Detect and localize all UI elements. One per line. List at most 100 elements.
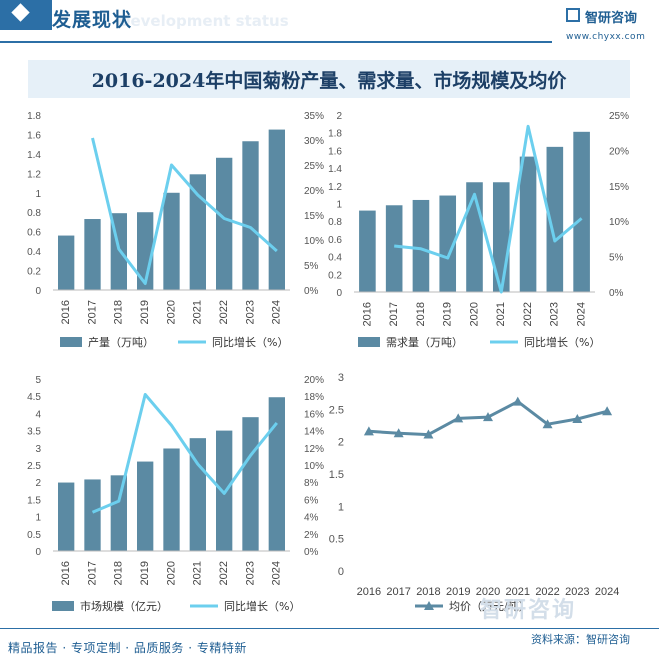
data-point (363, 426, 374, 436)
legend-label: 均价（万元/吨） (449, 600, 530, 613)
y-tick-label: 3.5 (27, 427, 41, 438)
y-tick-label: 1 (35, 189, 41, 200)
legend-bar-swatch (358, 337, 380, 347)
x-tick-label: 2019 (446, 586, 470, 598)
footer-divider (0, 628, 659, 629)
bar (242, 417, 259, 551)
y-tick-label: 1 (35, 513, 41, 524)
x-tick-label: 2017 (86, 300, 98, 324)
brand-logo-icon (566, 8, 580, 22)
legend-label: 产量（万吨） (88, 335, 154, 349)
legend-label: 同比增长（%） (212, 335, 288, 349)
y-tick-label: 1.6 (27, 130, 41, 141)
y2-tick-label: 15% (609, 182, 629, 193)
y-tick-label: 0 (35, 286, 41, 297)
y-tick-label: 0.4 (27, 247, 41, 258)
bar (189, 438, 206, 551)
bar (573, 131, 590, 292)
x-tick-label: 2022 (218, 300, 230, 324)
y2-tick-label: 6% (304, 495, 319, 506)
series-line (91, 393, 278, 514)
bar (359, 210, 376, 292)
y2-tick-label: 5% (609, 253, 624, 264)
bar (58, 482, 75, 551)
x-tick-label: 2018 (113, 300, 125, 324)
y-tick-label: 5 (35, 375, 41, 386)
y2-tick-label: 12% (304, 444, 324, 455)
y-tick-label: 3 (338, 372, 344, 384)
x-tick-label: 2020 (165, 561, 177, 585)
data-point (453, 413, 464, 423)
y2-tick-label: 20% (304, 186, 324, 197)
x-tick-label: 2018 (415, 302, 427, 326)
y-tick-label: 0.8 (328, 217, 342, 228)
y-tick-label: 0 (35, 547, 41, 558)
y-tick-label: 1.5 (27, 495, 41, 506)
y2-tick-label: 25% (609, 111, 629, 122)
bar (84, 479, 101, 551)
y2-tick-label: 0% (304, 547, 319, 558)
y-tick-label: 0.2 (27, 267, 41, 278)
bar (546, 146, 564, 292)
bar (137, 461, 154, 551)
y2-tick-label: 8% (304, 478, 319, 489)
header-title: 发展现状 (52, 9, 133, 31)
x-tick-label: 2021 (192, 561, 204, 585)
bar (110, 475, 127, 551)
y-tick-label: 1.5 (329, 469, 344, 481)
data-point (483, 412, 493, 422)
bar (216, 157, 233, 290)
x-tick-label: 2023 (549, 302, 561, 326)
bar (519, 156, 537, 292)
bar (189, 174, 206, 290)
page-footer: 精品报告 · 专项定制 · 品质服务 · 专精特新 资料来源：智研咨询 (0, 628, 659, 662)
bar (242, 141, 259, 290)
y2-tick-label: 20% (304, 375, 324, 386)
legend-bar-swatch (60, 337, 82, 347)
series-line (91, 137, 278, 285)
footer-tagline: 精品报告 · 专项定制 · 品质服务 · 专精特新 (8, 641, 247, 655)
x-tick-label: 2019 (442, 302, 454, 326)
brand-url: www.chyxx.com (566, 32, 646, 42)
y2-tick-label: 2% (304, 530, 319, 541)
watermark-text: 智研咨询 (480, 598, 577, 623)
x-tick-label: 2016 (60, 561, 72, 585)
y-tick-label: 2.5 (329, 404, 344, 416)
x-tick-label: 2017 (86, 561, 98, 585)
y2-tick-label: 4% (304, 513, 319, 524)
header-ghost-text: Development status (118, 12, 289, 30)
data-point (423, 429, 434, 439)
x-tick-label: 2023 (244, 300, 256, 324)
x-tick-label: 2021 (506, 586, 530, 598)
y2-tick-label: 10% (304, 236, 324, 247)
header-divider (0, 41, 552, 43)
bar (58, 235, 75, 290)
y-tick-label: 0 (338, 566, 344, 578)
y-tick-label: 0.5 (27, 530, 41, 541)
bar (163, 192, 180, 290)
data-point (512, 396, 523, 406)
x-tick-label: 2021 (495, 302, 507, 326)
y2-tick-label: 25% (304, 161, 324, 172)
x-tick-label: 2016 (361, 302, 373, 326)
y2-tick-label: 20% (609, 146, 629, 157)
legend-label: 同比增长（%） (224, 599, 300, 613)
x-tick-label: 2024 (576, 302, 588, 326)
y-tick-label: 1 (336, 200, 342, 211)
series-line (394, 124, 583, 294)
x-tick-label: 2022 (522, 302, 534, 326)
bar (216, 430, 233, 551)
legend-marker (424, 601, 434, 610)
y-tick-label: 3 (35, 444, 41, 455)
title-band: 2016-2024年中国菊粉产量、需求量、市场规模及均价 (28, 60, 630, 98)
y-tick-label: 1.8 (328, 129, 342, 140)
x-tick-label: 2024 (271, 300, 283, 324)
y-tick-label: 1.2 (27, 169, 41, 180)
y-tick-label: 0.8 (27, 208, 41, 219)
x-tick-label: 2016 (60, 300, 72, 324)
y-tick-label: 2 (338, 437, 344, 449)
y-tick-label: 1.4 (328, 164, 342, 175)
x-tick-label: 2019 (139, 300, 151, 324)
y2-tick-label: 14% (304, 427, 324, 438)
main-title: 2016-2024年中国菊粉产量、需求量、市场规模及均价 (91, 70, 567, 92)
